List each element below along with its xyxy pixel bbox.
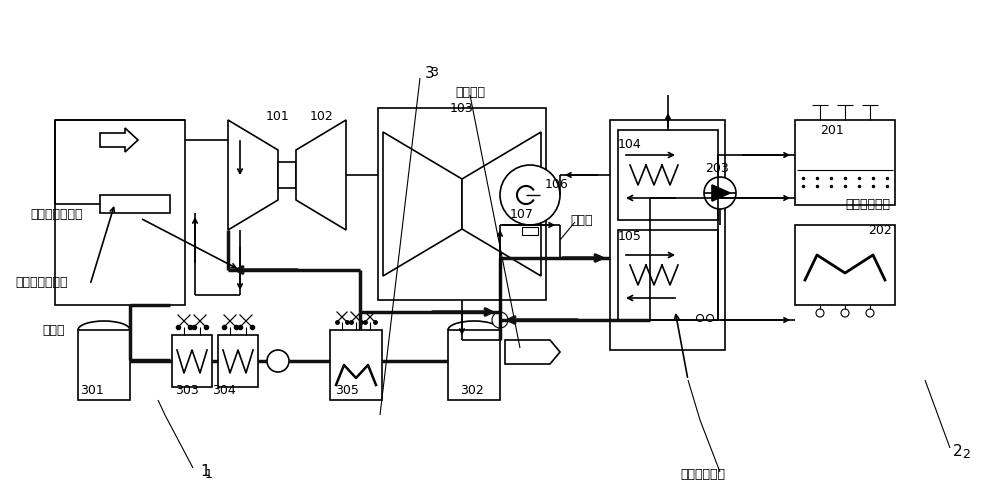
Bar: [378, 108, 546, 300]
Text: 104: 104: [618, 138, 642, 151]
Polygon shape: [228, 120, 278, 230]
Text: 疏水泵: 疏水泵: [570, 213, 592, 226]
Text: 工业供汽: 工业供汽: [455, 86, 485, 98]
Polygon shape: [505, 340, 560, 364]
Bar: [618, 230, 718, 320]
Text: 201: 201: [820, 124, 844, 136]
Bar: [330, 330, 382, 400]
Polygon shape: [383, 132, 462, 276]
Text: 301: 301: [80, 383, 104, 396]
Bar: [795, 225, 895, 305]
Text: 2: 2: [962, 449, 970, 462]
Circle shape: [500, 165, 560, 225]
Bar: [618, 130, 718, 220]
Circle shape: [841, 309, 849, 317]
Bar: [100, 195, 170, 213]
Text: 再热蒸汽（热）: 再热蒸汽（热）: [30, 208, 82, 222]
Circle shape: [267, 350, 289, 372]
Text: 303: 303: [175, 383, 199, 396]
Bar: [55, 120, 185, 305]
Text: 304: 304: [212, 383, 236, 396]
Polygon shape: [100, 128, 138, 152]
Circle shape: [492, 312, 508, 328]
Text: 203: 203: [705, 162, 729, 174]
Text: 2: 2: [953, 445, 963, 460]
Text: 热网循环供水: 热网循环供水: [845, 199, 890, 211]
Bar: [78, 330, 130, 400]
Text: 3: 3: [430, 65, 438, 78]
Text: 305: 305: [335, 383, 359, 396]
Text: 1: 1: [205, 468, 213, 482]
Bar: [172, 335, 212, 387]
Text: 105: 105: [618, 230, 642, 244]
Polygon shape: [296, 120, 346, 230]
Polygon shape: [712, 185, 730, 201]
Text: 107: 107: [510, 208, 534, 222]
Bar: [522, 227, 538, 235]
Text: 热网循环供水: 热网循环供水: [680, 468, 725, 482]
Circle shape: [816, 309, 824, 317]
Circle shape: [866, 309, 874, 317]
Bar: [278, 162, 296, 188]
Text: 202: 202: [868, 224, 892, 237]
Text: 302: 302: [460, 383, 484, 396]
Text: 主蒸汽: 主蒸汽: [42, 323, 64, 337]
Bar: [795, 120, 895, 205]
Bar: [448, 330, 500, 400]
Text: 102: 102: [310, 111, 334, 124]
Circle shape: [706, 315, 714, 321]
Text: 103: 103: [450, 101, 474, 114]
Text: 101: 101: [266, 111, 290, 124]
Circle shape: [696, 315, 704, 321]
Bar: [218, 335, 258, 387]
Circle shape: [704, 177, 736, 209]
Text: 106: 106: [545, 179, 569, 191]
Bar: [610, 120, 725, 350]
Polygon shape: [462, 132, 541, 276]
Text: 再热蒸汽（冷）: 再热蒸汽（冷）: [15, 276, 68, 288]
Text: 3: 3: [425, 65, 435, 80]
Text: 1: 1: [200, 465, 210, 480]
